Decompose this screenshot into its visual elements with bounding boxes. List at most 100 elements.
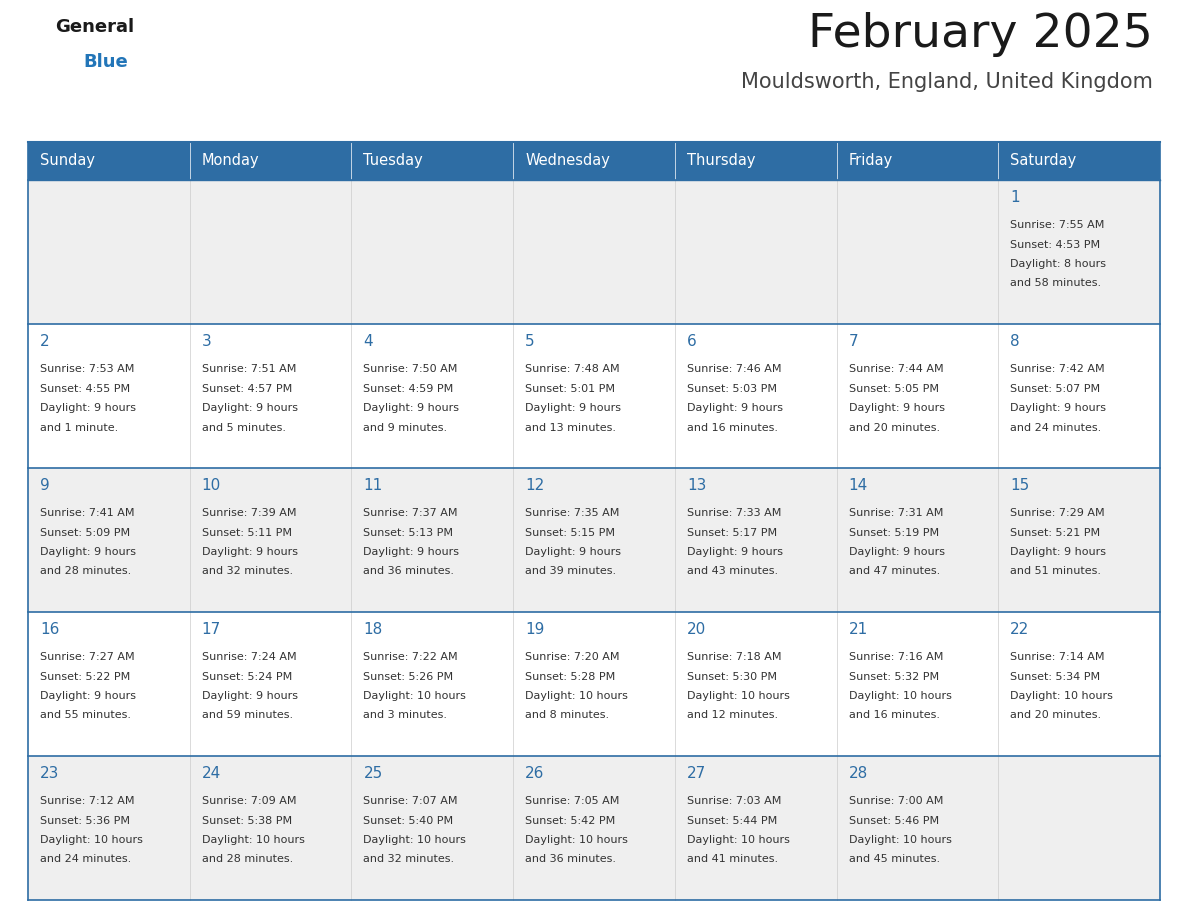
- Text: Daylight: 10 hours: Daylight: 10 hours: [848, 835, 952, 845]
- Text: Sunrise: 7:22 AM: Sunrise: 7:22 AM: [364, 652, 459, 662]
- Text: Sunrise: 7:20 AM: Sunrise: 7:20 AM: [525, 652, 620, 662]
- Text: February 2025: February 2025: [808, 12, 1154, 57]
- Text: Daylight: 10 hours: Daylight: 10 hours: [687, 835, 790, 845]
- Text: Sunset: 4:59 PM: Sunset: 4:59 PM: [364, 384, 454, 394]
- Bar: [29, 468, 1159, 612]
- Text: Sunrise: 7:18 AM: Sunrise: 7:18 AM: [687, 652, 782, 662]
- Text: and 36 minutes.: and 36 minutes.: [525, 855, 617, 865]
- Bar: [836, 142, 998, 180]
- Text: and 32 minutes.: and 32 minutes.: [364, 855, 455, 865]
- Text: Saturday: Saturday: [1010, 153, 1076, 169]
- Text: 3: 3: [202, 334, 211, 349]
- Text: Daylight: 8 hours: Daylight: 8 hours: [1010, 259, 1106, 269]
- Text: 28: 28: [848, 766, 867, 781]
- Text: and 41 minutes.: and 41 minutes.: [687, 855, 778, 865]
- Text: and 39 minutes.: and 39 minutes.: [525, 566, 617, 577]
- Text: Sunset: 5:15 PM: Sunset: 5:15 PM: [525, 528, 615, 538]
- Text: Daylight: 10 hours: Daylight: 10 hours: [525, 835, 628, 845]
- Text: Sunrise: 7:41 AM: Sunrise: 7:41 AM: [40, 508, 134, 518]
- Text: and 24 minutes.: and 24 minutes.: [1010, 422, 1101, 432]
- Text: 25: 25: [364, 766, 383, 781]
- Text: Sunrise: 7:29 AM: Sunrise: 7:29 AM: [1010, 508, 1105, 518]
- Text: Sunset: 5:44 PM: Sunset: 5:44 PM: [687, 815, 777, 825]
- Text: Daylight: 9 hours: Daylight: 9 hours: [202, 691, 298, 701]
- Text: and 59 minutes.: and 59 minutes.: [202, 711, 292, 721]
- Text: Sunset: 5:03 PM: Sunset: 5:03 PM: [687, 384, 777, 394]
- Text: 9: 9: [40, 478, 50, 493]
- Text: Daylight: 10 hours: Daylight: 10 hours: [364, 691, 467, 701]
- Text: Sunset: 5:38 PM: Sunset: 5:38 PM: [202, 815, 292, 825]
- Text: 19: 19: [525, 622, 544, 637]
- Text: 13: 13: [687, 478, 706, 493]
- Text: and 43 minutes.: and 43 minutes.: [687, 566, 778, 577]
- Text: Sunset: 5:28 PM: Sunset: 5:28 PM: [525, 671, 615, 681]
- Text: and 8 minutes.: and 8 minutes.: [525, 711, 609, 721]
- Text: Sunset: 4:57 PM: Sunset: 4:57 PM: [202, 384, 292, 394]
- Text: Sunrise: 7:39 AM: Sunrise: 7:39 AM: [202, 508, 296, 518]
- Bar: [29, 612, 1159, 756]
- Text: 1: 1: [1010, 190, 1020, 205]
- Text: Sunrise: 7:53 AM: Sunrise: 7:53 AM: [40, 364, 134, 374]
- Text: General: General: [55, 18, 134, 36]
- Bar: [29, 324, 1159, 468]
- Text: Sunset: 5:46 PM: Sunset: 5:46 PM: [848, 815, 939, 825]
- Text: Sunrise: 7:50 AM: Sunrise: 7:50 AM: [364, 364, 457, 374]
- Text: 11: 11: [364, 478, 383, 493]
- Text: Sunset: 5:26 PM: Sunset: 5:26 PM: [364, 671, 454, 681]
- Text: 14: 14: [848, 478, 867, 493]
- Text: and 47 minutes.: and 47 minutes.: [848, 566, 940, 577]
- Text: Sunset: 4:53 PM: Sunset: 4:53 PM: [1010, 240, 1100, 250]
- Text: Sunset: 5:22 PM: Sunset: 5:22 PM: [40, 671, 131, 681]
- Text: Daylight: 10 hours: Daylight: 10 hours: [40, 835, 143, 845]
- Text: Daylight: 9 hours: Daylight: 9 hours: [525, 403, 621, 413]
- Text: Daylight: 9 hours: Daylight: 9 hours: [40, 691, 135, 701]
- Text: 8: 8: [1010, 334, 1020, 349]
- Text: Wednesday: Wednesday: [525, 153, 609, 169]
- Text: Sunset: 4:55 PM: Sunset: 4:55 PM: [40, 384, 131, 394]
- Bar: [352, 142, 513, 180]
- Text: Sunset: 5:34 PM: Sunset: 5:34 PM: [1010, 671, 1100, 681]
- Text: Sunrise: 7:42 AM: Sunrise: 7:42 AM: [1010, 364, 1105, 374]
- Bar: [29, 142, 190, 180]
- Text: Sunset: 5:32 PM: Sunset: 5:32 PM: [848, 671, 939, 681]
- Text: Sunrise: 7:14 AM: Sunrise: 7:14 AM: [1010, 652, 1105, 662]
- Text: Sunrise: 7:37 AM: Sunrise: 7:37 AM: [364, 508, 457, 518]
- Text: Sunrise: 7:03 AM: Sunrise: 7:03 AM: [687, 796, 782, 806]
- Bar: [29, 756, 1159, 900]
- Text: Daylight: 10 hours: Daylight: 10 hours: [848, 691, 952, 701]
- Text: Sunrise: 7:33 AM: Sunrise: 7:33 AM: [687, 508, 782, 518]
- Text: 23: 23: [40, 766, 59, 781]
- Text: 7: 7: [848, 334, 858, 349]
- Text: Sunset: 5:30 PM: Sunset: 5:30 PM: [687, 671, 777, 681]
- Text: Sunrise: 7:09 AM: Sunrise: 7:09 AM: [202, 796, 296, 806]
- Text: 15: 15: [1010, 478, 1030, 493]
- Text: 6: 6: [687, 334, 696, 349]
- Text: and 16 minutes.: and 16 minutes.: [687, 422, 778, 432]
- Text: Daylight: 9 hours: Daylight: 9 hours: [202, 403, 298, 413]
- Text: Sunday: Sunday: [40, 153, 95, 169]
- Text: and 20 minutes.: and 20 minutes.: [1010, 711, 1101, 721]
- Text: and 58 minutes.: and 58 minutes.: [1010, 278, 1101, 288]
- Bar: [190, 142, 352, 180]
- Text: Thursday: Thursday: [687, 153, 756, 169]
- Text: Sunset: 5:01 PM: Sunset: 5:01 PM: [525, 384, 615, 394]
- Text: 27: 27: [687, 766, 706, 781]
- Text: Daylight: 9 hours: Daylight: 9 hours: [1010, 403, 1106, 413]
- Text: Daylight: 9 hours: Daylight: 9 hours: [525, 547, 621, 557]
- Text: Daylight: 10 hours: Daylight: 10 hours: [687, 691, 790, 701]
- Text: and 36 minutes.: and 36 minutes.: [364, 566, 455, 577]
- Text: 17: 17: [202, 622, 221, 637]
- Text: Daylight: 9 hours: Daylight: 9 hours: [687, 547, 783, 557]
- Text: Sunset: 5:13 PM: Sunset: 5:13 PM: [364, 528, 454, 538]
- Text: 10: 10: [202, 478, 221, 493]
- Text: Sunrise: 7:00 AM: Sunrise: 7:00 AM: [848, 796, 943, 806]
- Text: Sunset: 5:24 PM: Sunset: 5:24 PM: [202, 671, 292, 681]
- Text: and 9 minutes.: and 9 minutes.: [364, 422, 448, 432]
- Text: Daylight: 10 hours: Daylight: 10 hours: [202, 835, 304, 845]
- Bar: [998, 142, 1159, 180]
- Text: and 24 minutes.: and 24 minutes.: [40, 855, 131, 865]
- Text: Daylight: 9 hours: Daylight: 9 hours: [364, 403, 460, 413]
- Text: Daylight: 9 hours: Daylight: 9 hours: [40, 403, 135, 413]
- Text: and 13 minutes.: and 13 minutes.: [525, 422, 617, 432]
- Text: Sunset: 5:36 PM: Sunset: 5:36 PM: [40, 815, 129, 825]
